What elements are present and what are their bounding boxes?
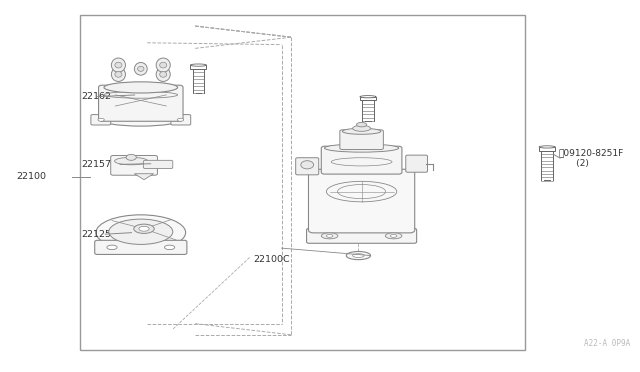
FancyBboxPatch shape bbox=[406, 155, 428, 172]
Ellipse shape bbox=[301, 161, 314, 169]
Ellipse shape bbox=[99, 112, 182, 126]
Ellipse shape bbox=[390, 234, 397, 237]
FancyBboxPatch shape bbox=[171, 115, 191, 125]
Ellipse shape bbox=[190, 64, 207, 66]
Ellipse shape bbox=[115, 62, 122, 68]
FancyBboxPatch shape bbox=[296, 158, 319, 175]
Ellipse shape bbox=[342, 128, 381, 134]
Ellipse shape bbox=[360, 96, 376, 98]
FancyBboxPatch shape bbox=[321, 146, 402, 174]
Ellipse shape bbox=[385, 233, 402, 239]
Ellipse shape bbox=[324, 144, 399, 152]
FancyBboxPatch shape bbox=[143, 160, 173, 169]
Ellipse shape bbox=[111, 67, 125, 81]
Bar bbox=[190, 65, 207, 69]
Ellipse shape bbox=[326, 234, 333, 237]
Text: 22125: 22125 bbox=[81, 230, 111, 239]
Ellipse shape bbox=[107, 245, 117, 250]
Ellipse shape bbox=[356, 122, 367, 127]
Ellipse shape bbox=[104, 82, 178, 93]
FancyBboxPatch shape bbox=[95, 240, 187, 254]
Ellipse shape bbox=[139, 226, 149, 231]
Ellipse shape bbox=[126, 154, 136, 160]
Ellipse shape bbox=[159, 71, 166, 77]
Ellipse shape bbox=[159, 62, 166, 68]
Ellipse shape bbox=[138, 66, 144, 71]
Ellipse shape bbox=[98, 118, 104, 121]
Ellipse shape bbox=[353, 125, 371, 131]
Bar bbox=[360, 97, 376, 100]
Ellipse shape bbox=[134, 62, 147, 75]
Text: 22157: 22157 bbox=[81, 160, 111, 169]
Text: 22162: 22162 bbox=[81, 92, 111, 101]
Text: 22100: 22100 bbox=[16, 172, 46, 181]
Ellipse shape bbox=[156, 58, 170, 72]
Ellipse shape bbox=[164, 245, 175, 250]
Text: ⒲09120-8251F
      (2): ⒲09120-8251F (2) bbox=[559, 148, 624, 168]
Ellipse shape bbox=[539, 146, 556, 148]
Text: A22-A 0P9A: A22-A 0P9A bbox=[584, 339, 630, 348]
FancyBboxPatch shape bbox=[91, 115, 111, 125]
Ellipse shape bbox=[156, 67, 170, 81]
Bar bbox=[80, 15, 525, 350]
FancyBboxPatch shape bbox=[99, 85, 183, 121]
Ellipse shape bbox=[134, 224, 154, 234]
Ellipse shape bbox=[109, 219, 173, 244]
Bar bbox=[539, 147, 556, 151]
Ellipse shape bbox=[346, 251, 371, 260]
FancyBboxPatch shape bbox=[340, 130, 383, 150]
Ellipse shape bbox=[177, 118, 184, 121]
Ellipse shape bbox=[111, 58, 125, 72]
Polygon shape bbox=[134, 174, 154, 180]
Ellipse shape bbox=[321, 233, 338, 239]
Text: 22100C: 22100C bbox=[253, 255, 289, 264]
FancyBboxPatch shape bbox=[308, 169, 415, 233]
Ellipse shape bbox=[96, 215, 186, 250]
Ellipse shape bbox=[115, 71, 122, 77]
Ellipse shape bbox=[115, 157, 148, 165]
FancyBboxPatch shape bbox=[307, 228, 417, 243]
Ellipse shape bbox=[353, 254, 364, 257]
FancyBboxPatch shape bbox=[111, 155, 157, 175]
